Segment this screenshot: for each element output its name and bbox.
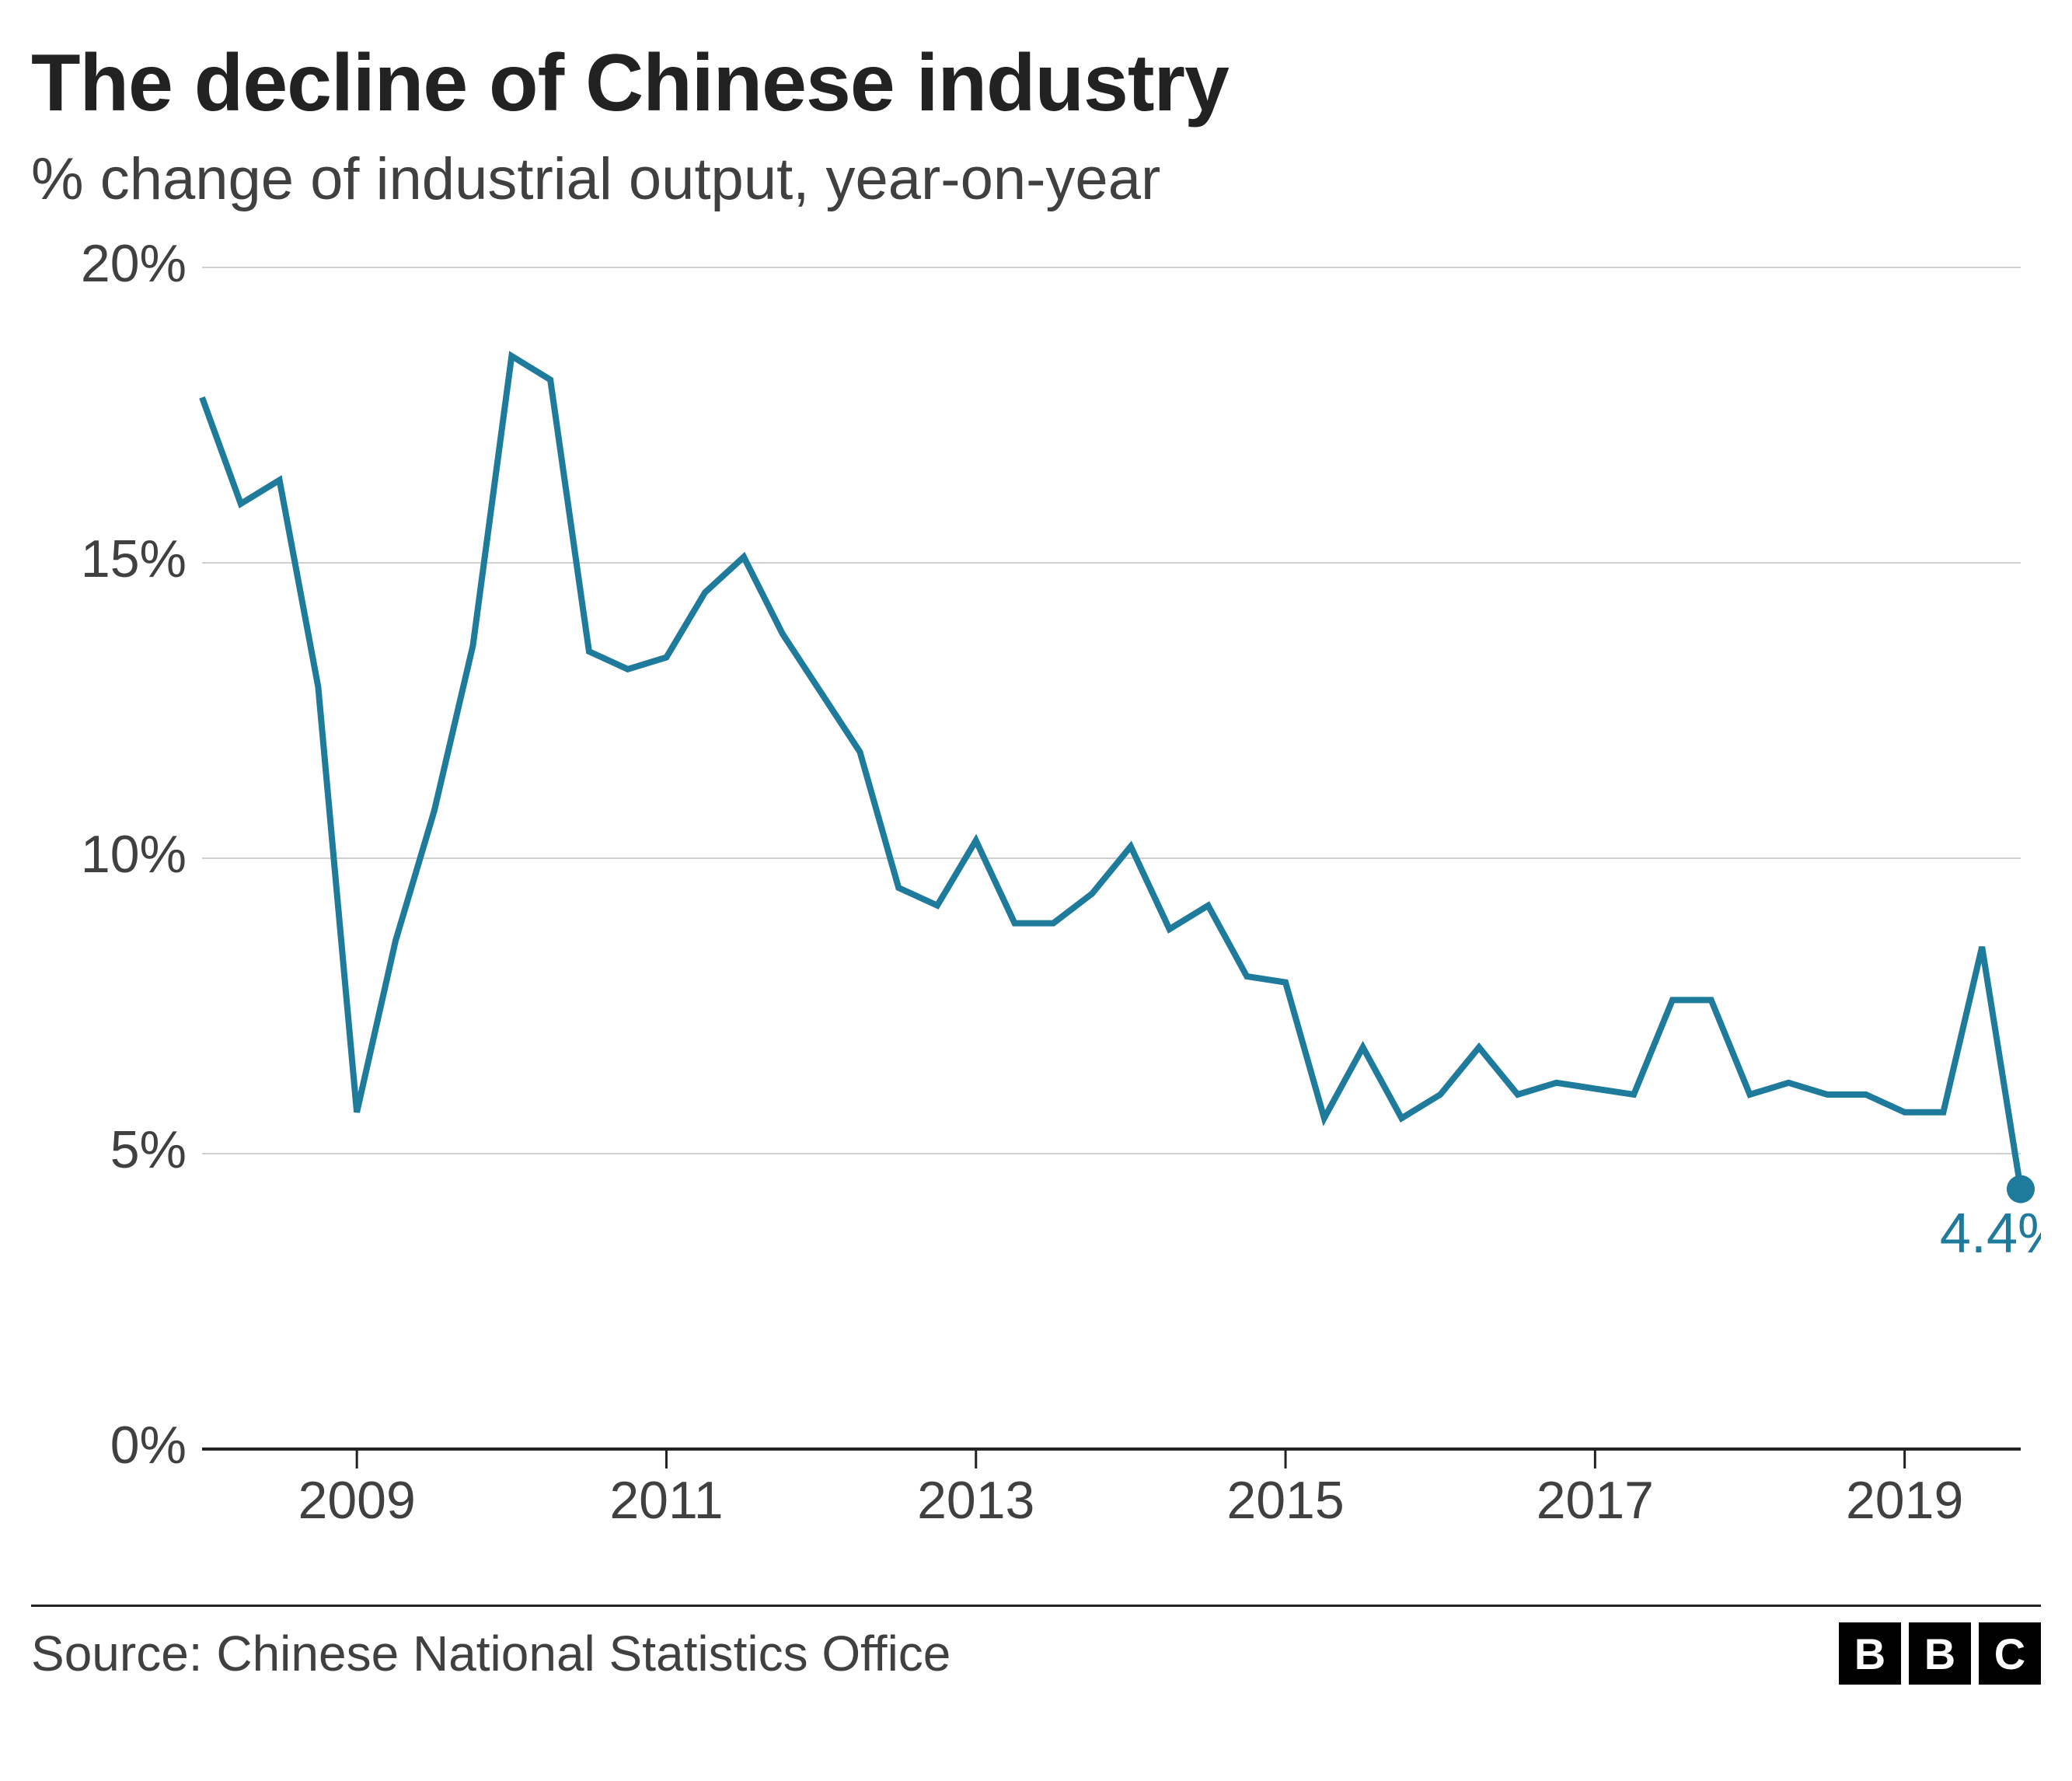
chart-plot-area: 0% 5% 10% 15% 20% 2009 2011 2013 2015 2017 2019 4.4… bbox=[31, 236, 2041, 1597]
bbc-logo: B B C bbox=[1839, 1622, 2041, 1685]
x-tick-label: 2019 bbox=[1846, 1471, 1963, 1530]
footer: Source: Chinese National Statistics Offi… bbox=[31, 1605, 2041, 1685]
y-tick-label: 10% bbox=[81, 825, 187, 884]
y-tick-label: 0% bbox=[110, 1416, 187, 1475]
chart-title: The decline of Chinese industry bbox=[31, 37, 2041, 130]
series-line bbox=[202, 356, 2021, 1189]
x-tick-label: 2011 bbox=[609, 1471, 723, 1530]
y-tick-label: 15% bbox=[81, 529, 187, 588]
y-tick-label: 20% bbox=[81, 236, 187, 293]
end-marker bbox=[2007, 1175, 2035, 1203]
x-tick-label: 2015 bbox=[1226, 1471, 1344, 1530]
source-text: Source: Chinese National Statistics Offi… bbox=[31, 1625, 951, 1682]
chart-subtitle: % change of industrial output, year-on-y… bbox=[31, 145, 2041, 213]
bbc-logo-box: B bbox=[1839, 1622, 1901, 1685]
end-label: 4.4% bbox=[1940, 1203, 2041, 1265]
chart-container: The decline of Chinese industry % change… bbox=[0, 0, 2072, 1708]
bbc-logo-box: C bbox=[1979, 1622, 2041, 1685]
x-tick-label: 2017 bbox=[1537, 1471, 1654, 1530]
line-chart-svg: 0% 5% 10% 15% 20% 2009 2011 2013 2015 2017 2019 4.4… bbox=[31, 236, 2041, 1597]
y-tick-label: 5% bbox=[110, 1120, 187, 1179]
bbc-logo-box: B bbox=[1909, 1622, 1971, 1685]
x-tick-label: 2009 bbox=[298, 1471, 416, 1530]
x-tick-label: 2013 bbox=[917, 1471, 1034, 1530]
